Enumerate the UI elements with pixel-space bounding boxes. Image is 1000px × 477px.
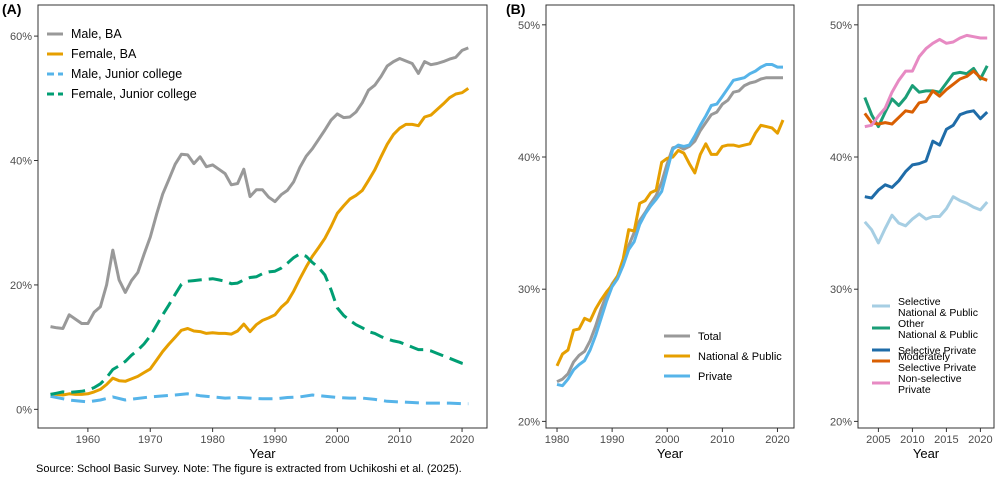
legend-label: Selective Private <box>898 345 976 357</box>
legend-item: Male, Junior college <box>47 67 182 81</box>
legend-label: Moderately Selective Private <box>898 351 976 374</box>
legend-item: Total <box>664 331 721 343</box>
legend-label: Female, Junior college <box>71 87 197 101</box>
x-axis-label: Year <box>249 446 276 461</box>
legend-item: Female, Junior college <box>47 87 197 101</box>
legend-label: Total <box>698 331 721 343</box>
y-tick-label: 50% <box>518 20 540 32</box>
legend-label: Private <box>698 371 732 383</box>
x-tick-label: 2005 <box>866 434 890 446</box>
series-line <box>863 69 988 126</box>
y-tick-label: 50% <box>830 20 852 32</box>
legend-item: Private <box>664 371 732 383</box>
series-line <box>863 65 989 129</box>
y-tick-label: 30% <box>518 284 540 296</box>
chart-a: 1960 1970 1980 1990 2000 2010 2020 0% 20% 40% 60% Y… <box>10 4 488 461</box>
legend-label: Other National & Public <box>898 318 978 341</box>
legend-item: Selective Private <box>872 345 976 357</box>
legend-item: Moderately Selective Private <box>872 351 976 374</box>
legend-label: Female, BA <box>71 47 137 61</box>
plot-frame <box>545 4 795 429</box>
x-tick-label: 2010 <box>710 434 734 446</box>
legend-item: National & Public <box>664 351 782 363</box>
x-tick-label: 1970 <box>138 434 162 446</box>
series-line <box>50 252 469 396</box>
chart-b-sector: 1980 1990 2000 2010 2020 20% 30% 40% 50% Year Tota… <box>518 4 795 461</box>
legend-item: Selective National & Public <box>872 296 978 319</box>
x-tick-label: 2020 <box>765 434 789 446</box>
series-line <box>864 109 989 200</box>
legend-label: National & Public <box>698 351 782 363</box>
x-tick-label: 2020 <box>450 434 474 446</box>
series-line <box>864 33 988 129</box>
legend-label: Male, BA <box>71 27 122 41</box>
panel-label-a: (A) <box>2 1 21 17</box>
series-line <box>863 195 989 245</box>
y-tick-label: 40% <box>830 152 852 164</box>
series-line <box>50 46 469 330</box>
x-axis-label: Year <box>913 446 940 461</box>
x-tick-label: 2010 <box>387 434 411 446</box>
series-line <box>50 392 469 406</box>
y-tick-label: 20% <box>518 416 540 428</box>
legend-item: Other National & Public <box>872 318 978 341</box>
chart-b-selectivity: 2005 2010 2015 2020 20% 30% 40% 50% Year Selectiv… <box>830 4 995 461</box>
legend-item: Non-selective Private <box>872 373 962 396</box>
x-axis-label: Year <box>657 446 684 461</box>
y-tick-label: 40% <box>10 156 32 168</box>
x-tick-label: 1960 <box>76 434 100 446</box>
legend-label: Selective National & Public <box>898 296 978 319</box>
series-line <box>50 87 470 397</box>
x-tick-label: 2020 <box>968 434 992 446</box>
x-tick-label: 1980 <box>200 434 224 446</box>
x-tick-label: 2000 <box>655 434 679 446</box>
y-tick-label: 0% <box>16 404 32 416</box>
y-tick-label: 60% <box>10 31 32 43</box>
y-tick-label: 20% <box>10 280 32 292</box>
panel-label-b: (B) <box>506 1 525 17</box>
x-tick-label: 1980 <box>545 434 569 446</box>
plot-frame <box>37 4 488 429</box>
legend-label: Male, Junior college <box>71 67 182 81</box>
legend-item: Female, BA <box>47 47 137 61</box>
y-tick-label: 20% <box>830 416 852 428</box>
x-tick-label: 2015 <box>934 434 958 446</box>
x-tick-label: 1990 <box>263 434 287 446</box>
y-tick-label: 30% <box>830 284 852 296</box>
source-note: Source: School Basic Survey. Note: The f… <box>36 463 462 475</box>
plot-frame <box>857 4 995 429</box>
legend-label: Non-selective Private <box>898 373 962 396</box>
y-tick-label: 40% <box>518 152 540 164</box>
x-tick-label: 2010 <box>900 434 924 446</box>
series-line <box>556 63 783 388</box>
x-tick-label: 2000 <box>325 434 349 446</box>
legend-item: Male, BA <box>47 27 122 41</box>
x-tick-label: 1990 <box>600 434 624 446</box>
